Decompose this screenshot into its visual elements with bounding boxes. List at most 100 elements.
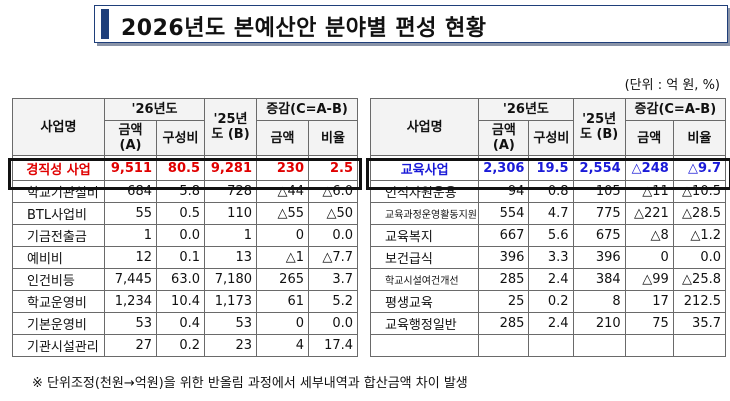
table-row: 학교운영비 1,234 10.4 1,173 61 5.2 [12,290,359,313]
header-ratio: 구성비 [156,120,205,156]
header-amount-a: 금액 (A) [104,120,157,156]
cell-ratio: 0.4 [156,312,205,335]
highlight-ratio: 80.5 [156,155,205,181]
empty-cell [624,334,674,357]
table-row: 보건급식 396 3.3 396 0 0.0 [369,246,727,269]
cell-ratio: 2.4 [528,312,574,335]
cell-name: 평생교육 [369,290,480,313]
highlight-ratio: 19.5 [528,155,574,181]
highlight-rate: 2.5 [307,155,359,181]
cell-prev: 1,173 [204,290,257,313]
cell-rate: 0.0 [307,312,359,335]
cell-ratio: 5.8 [156,180,205,203]
cell-ratio: 0.8 [528,180,574,203]
cell-rate: △6.0 [307,180,359,203]
cell-prev: 675 [572,224,626,247]
cell-name: 기금전출금 [12,224,105,247]
footnote: ※ 단위조정(천원→억원)을 위한 반올림 과정에서 세부내역과 합산금액 차이… [32,376,468,391]
cell-rate: △25.8 [672,268,727,291]
left-budget-table: 사업명 '26년도 '25년도 (B) 증감(C=A-B) 금액 (A) 구성비… [12,98,359,357]
cell-rate: 0.0 [672,246,727,269]
right-budget-table: 사업명 '26년도 '25년도 (B) 증감(C=A-B) 금액 (A) 구성비… [369,98,727,357]
cell-ratio: 5.6 [528,224,574,247]
cell-name: 교육과정운영활동지원 [369,202,480,225]
cell-prev: 13 [204,246,257,269]
cell-name: 예비비 [12,246,105,269]
cell-ratio: 63.0 [156,268,205,291]
cell-diff: △99 [624,268,674,291]
cell-diff: △44 [256,180,309,203]
cell-name: 학교기관실비 [12,180,105,203]
cell-prev: 384 [572,268,626,291]
cell-amount: 55 [104,202,157,225]
header-change-rate: 비율 [307,120,359,156]
table-row: 교육행정일반 285 2.4 210 75 35.7 [369,312,727,335]
cell-ratio: 2.4 [528,268,574,291]
header-change: 증감(C=A-B) [255,98,359,121]
cell-prev: 23 [204,334,257,357]
cell-name: 인적자원운용 [369,180,480,203]
table-row: 인건비등 7,445 63.0 7,180 265 3.7 [12,268,359,291]
cell-name: 인건비등 [12,268,105,291]
cell-diff: △11 [624,180,674,203]
cell-diff: △221 [624,202,674,225]
cell-prev: 105 [572,180,626,203]
cell-rate: △10.5 [672,180,727,203]
page-title: 2026년도 본예산안 분야별 편성 현황 [121,16,487,41]
empty-cell [672,334,727,357]
cell-name: BTL사업비 [12,202,105,225]
cell-rate: △28.5 [672,202,727,225]
cell-amount: 1,234 [104,290,157,313]
cell-amount: 396 [478,246,530,269]
cell-amount: 285 [478,312,530,335]
cell-name: 보건급식 [369,246,480,269]
highlight-rate: △9.7 [672,155,727,181]
cell-diff: 61 [256,290,309,313]
cell-rate: △50 [307,202,359,225]
cell-diff: 4 [256,334,309,357]
title-accent-bar [101,9,109,39]
cell-prev: 728 [204,180,257,203]
cell-name: 교육복지 [369,224,480,247]
cell-amount: 53 [104,312,157,335]
header-change-amount: 금액 [624,120,674,156]
empty-cell [369,334,480,357]
header-25: '25년도 (B) [572,98,626,156]
cell-diff: 0 [256,224,309,247]
cell-prev: 110 [204,202,257,225]
header-change: 증감(C=A-B) [624,98,727,121]
header-ratio: 구성비 [528,120,574,156]
header-name: 사업명 [369,98,480,156]
cell-rate: 17.4 [307,334,359,357]
cell-diff: 17 [624,290,674,313]
cell-diff: 75 [624,312,674,335]
cell-prev: 775 [572,202,626,225]
highlight-name: 경직성 사업 [12,155,105,181]
cell-name: 교육행정일반 [369,312,480,335]
table-row: BTL사업비 55 0.5 110 △55 △50 [12,202,359,225]
cell-amount: 667 [478,224,530,247]
header-name: 사업명 [12,98,105,156]
cell-amount: 25 [478,290,530,313]
empty-cell [528,334,574,357]
cell-ratio: 0.1 [156,246,205,269]
table-row: 학교시설여건개선 285 2.4 384 △99 △25.8 [369,268,727,291]
cell-diff: △8 [624,224,674,247]
title-box: 2026년도 본예산안 분야별 편성 현황 [94,5,728,43]
cell-amount: 554 [478,202,530,225]
cell-ratio: 4.7 [528,202,574,225]
cell-amount: 12 [104,246,157,269]
empty-cell [572,334,626,357]
cell-diff: 0 [624,246,674,269]
header-amount-a: 금액 (A) [478,120,530,156]
cell-name: 기본운영비 [12,312,105,335]
highlight-amount: 9,511 [104,155,157,181]
cell-amount: 94 [478,180,530,203]
cell-ratio: 0.2 [156,334,205,357]
cell-rate: 35.7 [672,312,727,335]
cell-diff: △1 [256,246,309,269]
cell-prev: 1 [204,224,257,247]
cell-diff: 265 [256,268,309,291]
cell-amount: 7,445 [104,268,157,291]
cell-amount: 684 [104,180,157,203]
